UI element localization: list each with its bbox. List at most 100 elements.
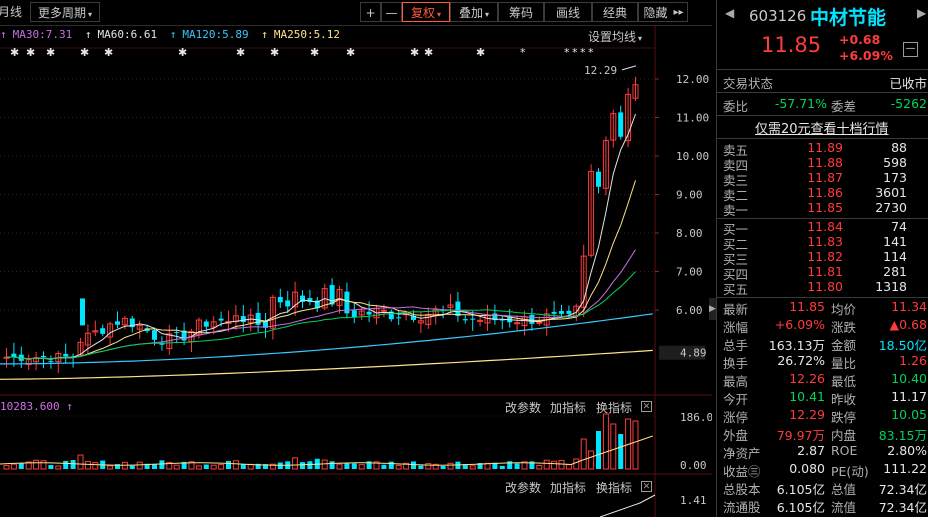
- candle-up: [269, 296, 276, 329]
- volume-bar-down: [418, 465, 424, 469]
- draw-line-button[interactable]: 画线: [544, 2, 592, 22]
- volume-bar-down: [255, 463, 261, 469]
- quote-value: 6.105亿: [776, 482, 825, 497]
- volume-bar-up: [33, 459, 40, 470]
- quote-value: 10.41: [789, 389, 825, 404]
- trade-status-value: 已收市: [889, 76, 927, 91]
- more-periods-dropdown[interactable]: 更多周期 ▾: [30, 2, 100, 22]
- candle-up: [321, 288, 328, 309]
- quote-value: 12.29: [789, 407, 825, 422]
- quote-row: 最新 11.85 均价 11.34: [717, 299, 928, 317]
- ma-legend: ↑ MA30:7.31 ↑ MA60:6.61 ↑ MA120:5.89 ↑ MA250…: [0, 28, 346, 44]
- volume-bar-down: [351, 463, 357, 469]
- zoom-in-button[interactable]: +: [360, 2, 381, 22]
- quote-label: 换手: [723, 356, 749, 371]
- zoom-out-button[interactable]: —: [381, 2, 402, 22]
- quote-row: 收益㊂ 0.080 PE(动) 111.22: [717, 461, 928, 479]
- volume-bar-up: [573, 458, 580, 470]
- panel3-close-icon[interactable]: ✕: [641, 481, 652, 492]
- candle-up: [92, 330, 99, 333]
- quote-value: 0.080: [789, 461, 825, 476]
- adjust-rights-dropdown[interactable]: 复权 ▾: [402, 2, 450, 22]
- ma120-arrow-icon: ↑: [169, 28, 177, 41]
- candle-down: [351, 310, 357, 318]
- volume-edit-params-button[interactable]: 改参数: [505, 401, 542, 415]
- volume-bar-up: [521, 461, 528, 470]
- quote-label: 内盘: [831, 428, 857, 443]
- candle-up: [536, 321, 543, 324]
- quote-panel: ◀ 603126 中材节能 ▶ 11.85 +0.68 +6.09% — 交易状…: [716, 0, 928, 517]
- quote-value: 10.40: [891, 371, 927, 386]
- quote-value: 72.34亿: [878, 500, 927, 515]
- volume-bar-down: [366, 461, 372, 469]
- classic-button[interactable]: 经典: [592, 2, 638, 22]
- ask-row: 卖三 11.87 173: [723, 170, 907, 188]
- candle-down: [529, 314, 535, 324]
- candle-up: [77, 341, 84, 356]
- volume-add-indicator-button[interactable]: 加指标: [550, 401, 587, 415]
- quote-label: 量比: [831, 356, 857, 371]
- quote-value: 1.26: [899, 353, 927, 368]
- volume-bar-down: [440, 465, 446, 469]
- quote-label: 最高: [723, 374, 749, 389]
- volume-switch-indicator-button[interactable]: 换指标: [596, 401, 633, 415]
- kline-chart[interactable]: 12.00 11.00 10.00 9.00 8.00 7.00 6.00 4.89 12.29…: [0, 25, 712, 517]
- chips-button[interactable]: 筹码: [498, 2, 544, 22]
- period-month-button[interactable]: 月线: [0, 2, 22, 22]
- collapse-panel-handle[interactable]: ▶: [709, 298, 716, 320]
- quote-label: 流通股: [723, 500, 761, 515]
- quote-label: ROE: [831, 443, 858, 458]
- candle-up: [514, 322, 521, 325]
- volume-bar-down: [529, 461, 535, 469]
- volume-bar-up: [25, 461, 32, 470]
- quote-label: PE(动): [831, 464, 869, 479]
- candle-up: [358, 310, 365, 316]
- quote-row: 涨幅 +6.09% 涨跌 ▲0.68: [717, 317, 928, 335]
- candle-down: [551, 311, 557, 314]
- volume-bar-up: [336, 463, 343, 470]
- quote-label: 总股本: [723, 482, 761, 497]
- minimize-icon[interactable]: —: [903, 42, 918, 57]
- volume-bar-up: [358, 464, 365, 470]
- candle-down: [455, 301, 461, 316]
- level2-quote-link[interactable]: 仅需20元查看十档行情: [755, 122, 889, 137]
- volume-bar-up: [136, 461, 143, 470]
- event-marker-icon: ✱: [424, 46, 433, 59]
- next-stock-icon[interactable]: ▶: [917, 6, 927, 20]
- ma30-line: [6, 271, 636, 360]
- event-marker-icon: *: [580, 46, 586, 59]
- overlay-dropdown[interactable]: 叠加 ▾: [450, 2, 498, 22]
- volume-bar-up: [232, 460, 239, 470]
- volume-bar-up: [292, 457, 299, 470]
- volume-bar-down: [618, 434, 624, 469]
- expand-icon[interactable]: ▸▸: [670, 2, 688, 22]
- candle-up: [484, 315, 491, 324]
- volume-bar-down: [492, 462, 498, 469]
- event-marker-icon: ✱: [236, 46, 245, 59]
- panel3-edit-params-button[interactable]: 改参数: [505, 481, 542, 495]
- volume-bar-up: [632, 420, 639, 470]
- candle-up: [121, 317, 128, 326]
- hide-button[interactable]: 隐藏: [638, 2, 672, 22]
- panel3-switch-indicator-button[interactable]: 换指标: [596, 481, 633, 495]
- volume-close-icon[interactable]: ✕: [641, 401, 652, 412]
- volume-bar-up: [395, 464, 402, 470]
- quote-label: 收益㊂: [723, 464, 761, 479]
- volume-bar-down: [129, 465, 135, 469]
- volume-bar-down: [344, 463, 350, 469]
- volume-bar-down: [63, 460, 69, 469]
- current-price: 11.85: [761, 33, 822, 57]
- candle-down: [618, 112, 624, 137]
- prev-stock-icon[interactable]: ◀: [725, 6, 735, 20]
- volume-bar-down: [499, 465, 505, 469]
- quote-value: +6.09%: [774, 317, 825, 332]
- panel3-add-indicator-button[interactable]: 加指标: [550, 481, 587, 495]
- candle-down: [11, 353, 17, 357]
- candle-down: [48, 360, 54, 362]
- volume-bar-up: [558, 459, 565, 470]
- order-diff-value: -5262: [890, 96, 927, 111]
- ma-settings-button[interactable]: 设置均线 ▾: [588, 30, 643, 44]
- candle-up: [632, 84, 639, 99]
- volume-bar-up: [55, 465, 62, 470]
- ma250-arrow-icon: ↑: [261, 28, 268, 41]
